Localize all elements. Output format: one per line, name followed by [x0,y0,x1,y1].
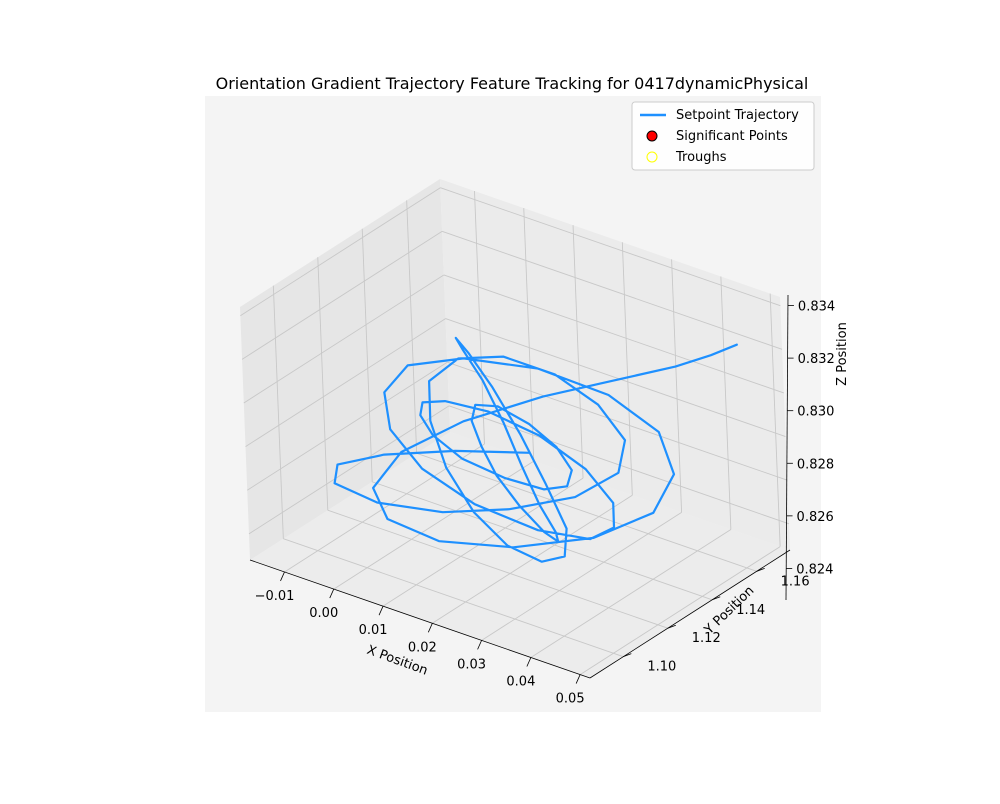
grid-y-floor [416,452,757,572]
y-tick [756,567,765,572]
grid-x-back [474,190,485,444]
grid-x-back [621,242,633,496]
z-tick-label: 0.828 [797,457,834,472]
trajectory-line-0 [333,336,738,563]
x-tick-label: 0.04 [506,674,535,689]
trajectory-series [333,336,738,563]
grid-z-wall [248,405,450,535]
grid-y-wall [272,285,284,539]
legend-frame [631,101,815,171]
grid-z-back [447,361,788,481]
grid-x-back [769,293,781,547]
chart-title: Orientation Gradient Trajectory Feature … [216,74,809,93]
legend: Setpoint Trajectory Significant Points T… [631,101,815,171]
legend-swatch-significant [646,130,658,142]
legend-label-trajectory: Setpoint Trajectory [676,108,799,123]
grid-y-wall [406,200,418,454]
y-tick-label: 1.16 [781,574,810,589]
back-wall-pane [440,179,790,550]
z-tick-label: 0.832 [798,352,835,367]
z-axis-label: Z Position [835,322,850,386]
grid-z-wall [241,230,443,360]
grid-z-wall [243,274,445,404]
x-tick-label: 0.01 [359,623,388,638]
y-tick-label: 1.12 [692,631,721,646]
grid-z-back [445,318,786,438]
z-tick-label: 0.834 [798,300,835,315]
x-tick [329,588,335,599]
grid-y-floor [283,538,624,658]
x-tick [427,623,433,633]
grid-x-back [523,208,535,462]
z-tick-label: 0.830 [797,405,834,420]
grid-z-wall [240,187,441,317]
x-axis-line [249,559,591,679]
grid-z-back [443,274,784,394]
grid-y-floor [372,481,713,601]
grid-y-wall [317,257,329,511]
axes-panes [240,179,790,678]
x-tick [378,606,384,616]
legend-swatch-troughs [646,151,658,163]
x-tick [575,674,581,684]
grid-x-back [671,259,683,513]
y-tick [712,596,721,601]
grid-z-back [440,187,781,307]
axis-ticks [280,305,794,684]
grid-z-wall [246,361,448,491]
legend-label-significant: Significant Points [676,129,788,144]
z-tick-label: 0.824 [796,562,833,577]
left-wall-pane [240,179,450,560]
grid-x-back [572,225,584,479]
z-axis-line [785,294,789,601]
x-tick-label: 0.03 [457,657,486,672]
grid-x-back [720,276,732,530]
grid-y-wall [361,228,373,482]
axis-tick-labels: −0.01 0.00 0.01 0.02 0.03 0.04 0.05 1.10 1.12 1.1… [255,300,836,707]
y-tick [623,653,632,658]
x-tick [526,657,532,667]
y-tick-label: 1.14 [736,603,765,618]
z-tick-label: 0.826 [797,510,834,525]
grid-z-back [441,230,783,350]
x-tick [477,640,482,650]
y-tick [667,624,676,629]
x-tick [280,571,285,582]
x-tick-label: 0.02 [408,640,437,655]
floor-pane [250,432,790,678]
y-tick-label: 1.10 [647,660,676,675]
legend-label-troughs: Troughs [675,150,727,165]
grid-y-floor [327,509,668,629]
x-tick-label: −0.01 [255,589,295,604]
grid-z-wall [245,318,446,447]
x-tick-label: 0.05 [556,692,585,707]
grid-lines [240,187,790,675]
x-tick-label: 0.00 [309,606,338,621]
